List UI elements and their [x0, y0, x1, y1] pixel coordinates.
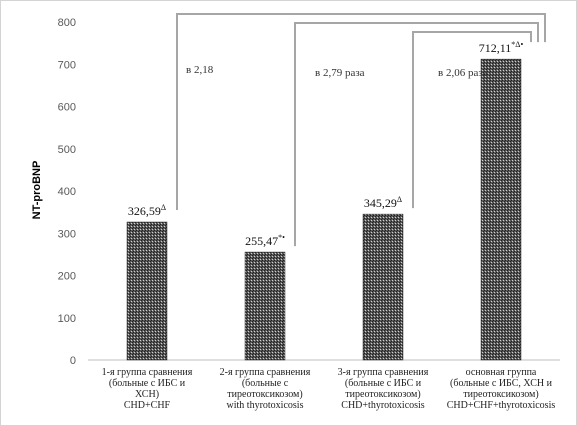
- y-axis-label: NT-proBNP: [31, 161, 43, 220]
- y-tick-label: 700: [58, 59, 76, 71]
- bars: [126, 58, 522, 361]
- y-tick-label: 100: [58, 313, 76, 325]
- bar: [244, 251, 286, 361]
- comparison-labels: в 2,18 в 2,79 раза в 2,06 раза: [186, 64, 488, 79]
- bar: [362, 213, 404, 361]
- comparison-label: в 2,06 раза: [438, 67, 488, 79]
- category-label: 2-я группа сравнения (больные с тиреотокси…: [220, 367, 311, 411]
- data-label: 326,59Δ: [128, 203, 166, 218]
- y-tick-label: 300: [58, 228, 76, 240]
- y-tick-label: 500: [58, 144, 76, 156]
- y-axis-ticks: 0 100 200 300 400 500 600 700 800: [58, 17, 76, 367]
- data-labels: 326,59Δ 255,47*• 345,29Δ 712,11*Δ•: [128, 40, 524, 248]
- comparison-label: в 2,79 раза: [315, 67, 365, 79]
- y-tick-label: 800: [58, 17, 76, 29]
- data-label: 255,47*•: [245, 233, 285, 248]
- comparison-bracket: [294, 22, 539, 247]
- comparison-label: в 2,18: [186, 64, 214, 76]
- data-label: 712,11*Δ•: [479, 40, 524, 55]
- comparison-brackets: [176, 13, 546, 247]
- y-tick-label: 600: [58, 102, 76, 114]
- bar: [126, 221, 168, 361]
- bar: [480, 58, 522, 361]
- category-label: основная группа (больные с ИБС, ХСН и тире…: [447, 367, 556, 411]
- category-label: 3-я группа сравнения (больные с ИБС и тире…: [338, 367, 429, 411]
- comparison-bracket: [412, 31, 532, 209]
- y-tick-label: 400: [58, 186, 76, 198]
- y-tick-label: 0: [70, 355, 76, 367]
- data-label: 345,29Δ: [364, 195, 402, 210]
- comparison-bracket: [176, 13, 546, 211]
- category-labels: 1-я группа сравнения (больные с ИБС и ХСН)…: [102, 367, 556, 411]
- y-tick-label: 200: [58, 271, 76, 283]
- category-label: 1-я группа сравнения (больные с ИБС и ХСН)…: [102, 367, 193, 411]
